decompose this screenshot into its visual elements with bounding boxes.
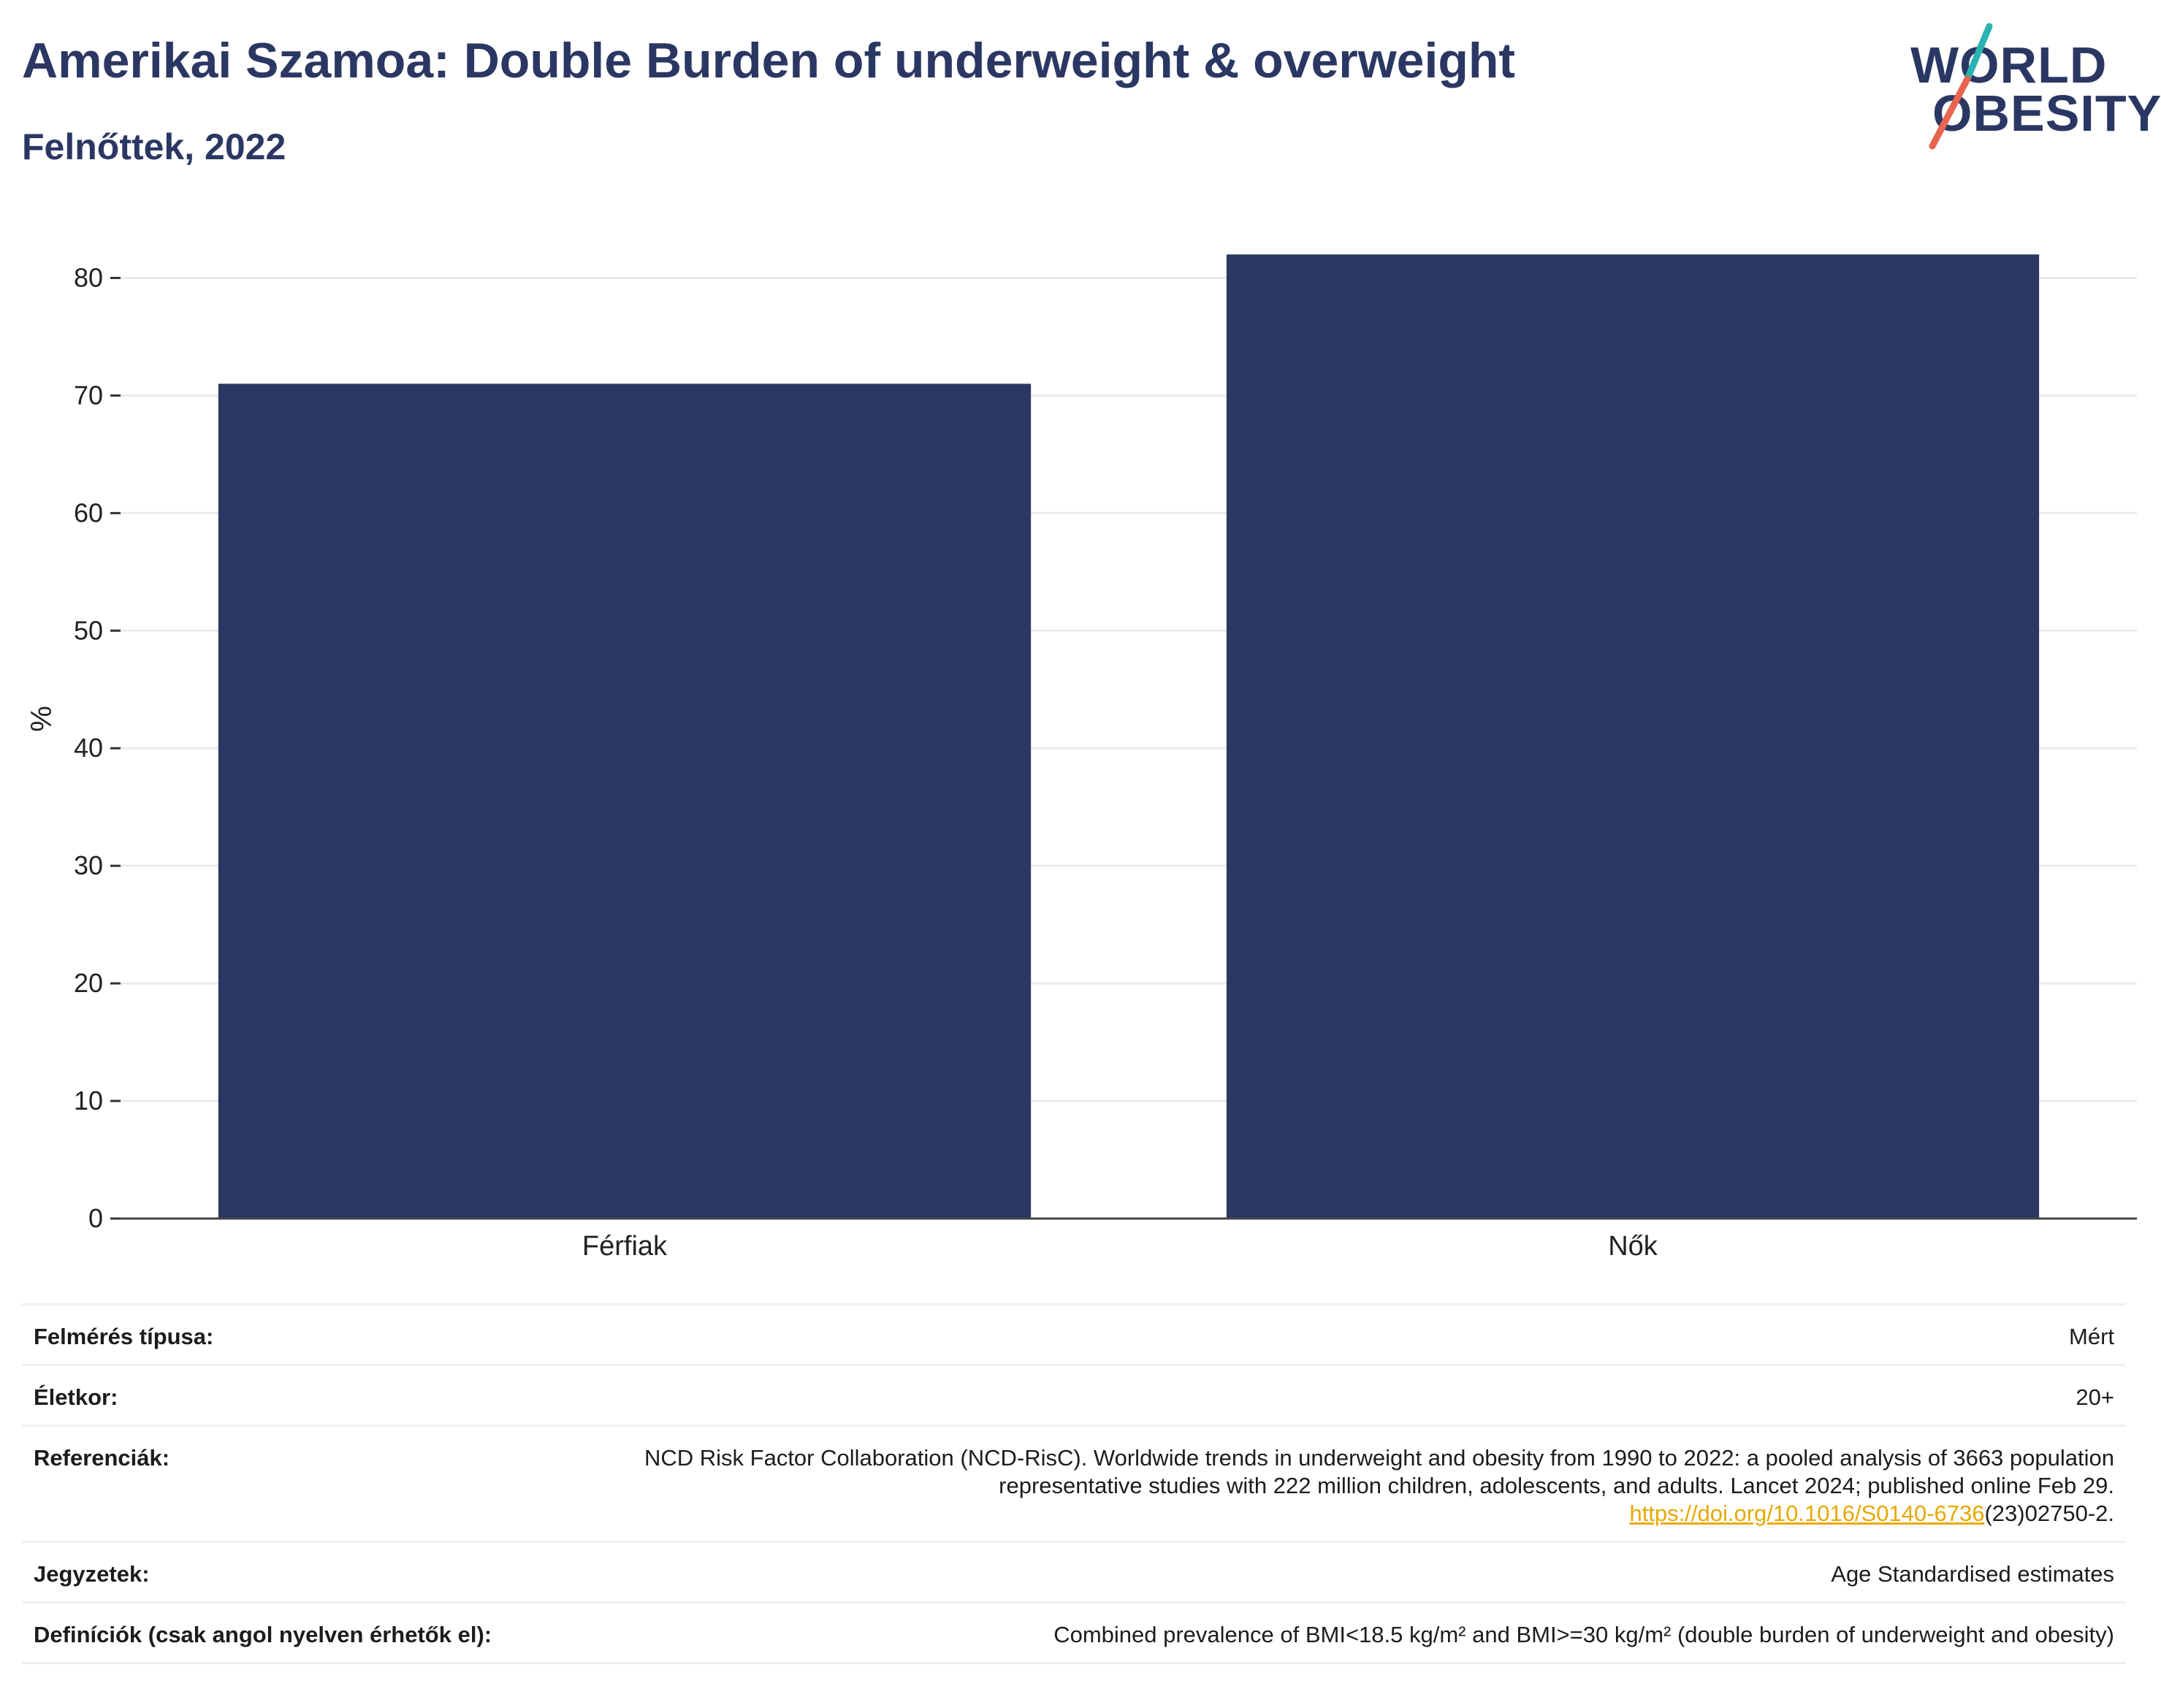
y-tick-label: 0 — [88, 1203, 103, 1233]
info-value: Combined prevalence of BMI<18.5 kg/m² an… — [1053, 1622, 2114, 1647]
y-tick-label: 80 — [74, 262, 103, 292]
info-row-age: Életkor: 20+ — [22, 1366, 2126, 1427]
y-tick-label: 60 — [74, 497, 103, 527]
info-row-references: Referenciák: NCD Risk Factor Collaborati… — [22, 1427, 2126, 1543]
x-tick-label: Férfiak — [582, 1231, 668, 1262]
info-value: Mért — [2069, 1324, 2114, 1349]
info-value: 20+ — [2076, 1384, 2114, 1410]
info-label: Jegyzetek: — [34, 1561, 150, 1587]
x-tick-label: Nők — [1608, 1231, 1658, 1262]
logo-word-world: WORLD — [1910, 37, 2108, 94]
info-label: Életkor: — [34, 1384, 118, 1410]
info-value: Age Standardised estimates — [1831, 1561, 2114, 1587]
reference-doi-link[interactable]: https://doi.org/10.1016/S0140-6736 — [1629, 1501, 1985, 1526]
world-obesity-logo: WORLD OBESITY — [1903, 20, 2161, 152]
bar-1 — [218, 384, 1032, 1219]
y-axis-label: % — [26, 706, 58, 732]
reference-text: NCD Risk Factor Collaboration (NCD-RisC)… — [644, 1445, 2114, 1498]
bar-chart: 0 10 20 30 40 50 60 70 80 Férfiak Nők% — [26, 254, 2137, 1262]
chart-title: Amerikai Szamoa: Double Burden of underw… — [22, 33, 1516, 88]
chart-subtitle: Felnőttek, 2022 — [22, 126, 286, 167]
logo-slash-icon — [1929, 23, 1993, 150]
info-label: Felmérés típusa: — [34, 1324, 214, 1349]
info-value-references: NCD Risk Factor Collaboration (NCD-RisC)… — [544, 1444, 2114, 1528]
y-tick-label: 20 — [74, 968, 103, 998]
reference-doi-suffix: (23)02750-2. — [1984, 1501, 2114, 1526]
logo-word-obesity: OBESITY — [1932, 85, 2161, 142]
y-tick-label: 40 — [74, 733, 103, 763]
bar-2 — [1226, 254, 2040, 1219]
info-row-notes: Jegyzetek: Age Standardised estimates — [22, 1543, 2126, 1604]
info-label: Referenciák: — [34, 1445, 170, 1471]
y-tick-label: 10 — [74, 1086, 103, 1116]
y-tick-label: 50 — [74, 615, 103, 645]
y-tick-label: 30 — [74, 850, 103, 880]
info-label: Definíciók (csak angol nyelven érhetők e… — [34, 1622, 492, 1647]
y-tick-label: 70 — [74, 380, 103, 410]
info-table: Felmérés típusa: Mért Életkor: 20+ Refer… — [22, 1303, 2126, 1664]
info-row-definitions: Definíciók (csak angol nyelven érhetők e… — [22, 1604, 2126, 1664]
info-row-survey-type: Felmérés típusa: Mért — [22, 1305, 2126, 1366]
